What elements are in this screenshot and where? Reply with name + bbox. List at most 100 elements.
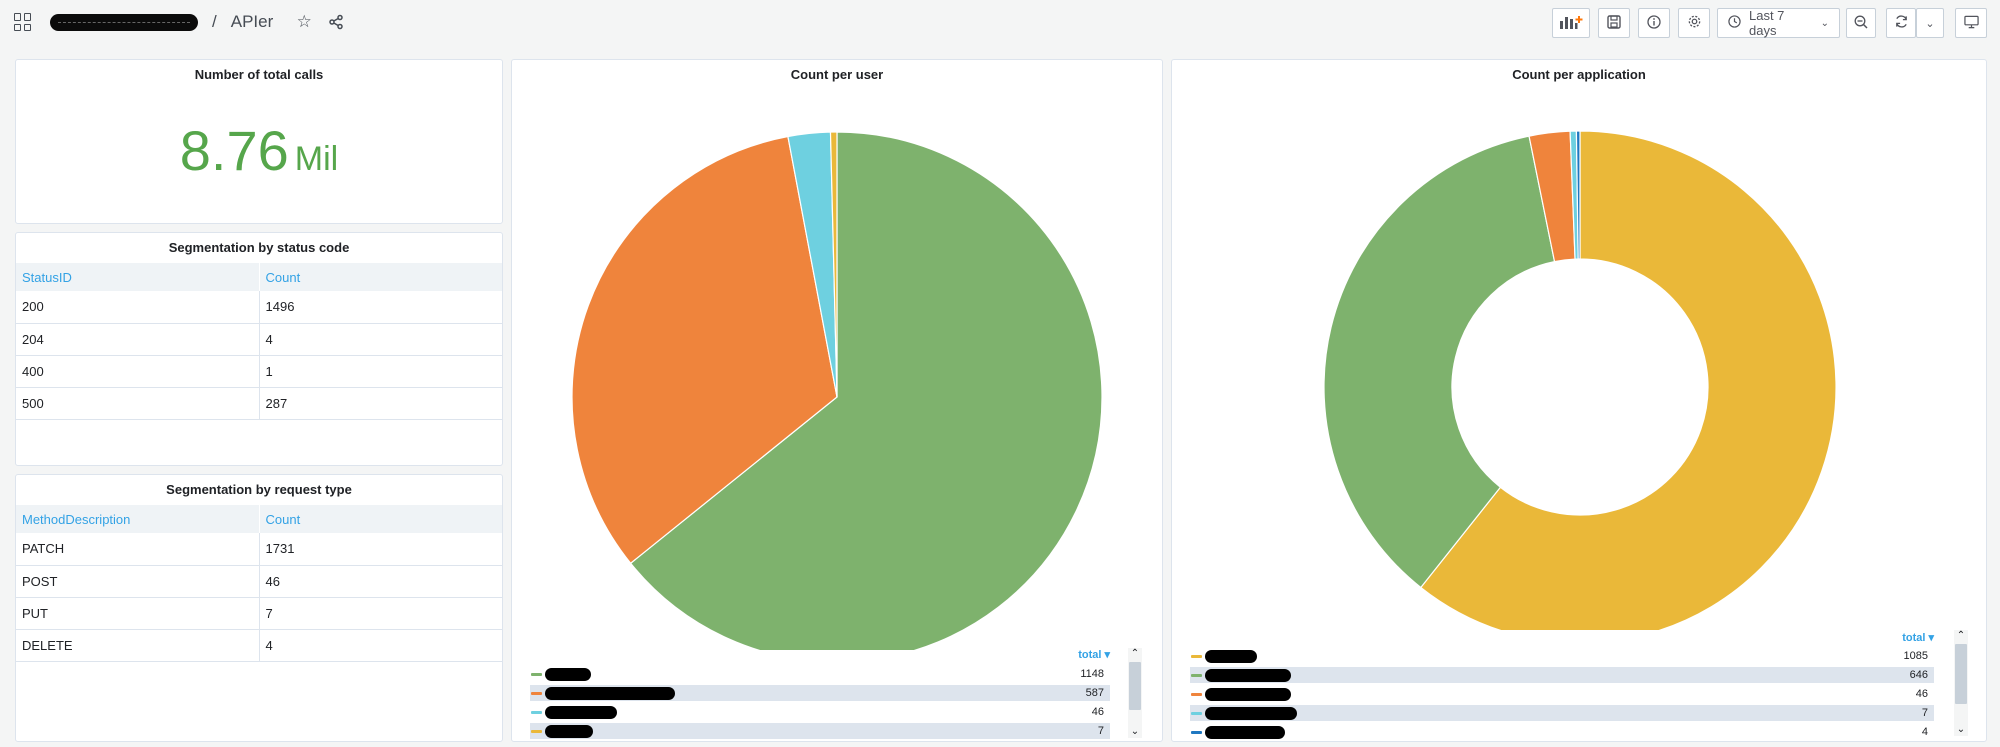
- scroll-down-icon[interactable]: ⌄: [1130, 726, 1140, 737]
- pie-slice[interactable]: [1575, 130, 1581, 260]
- panel-title[interactable]: Segmentation by request type: [166, 482, 352, 497]
- legend-swatch: [531, 729, 542, 733]
- legend-swatch: [1191, 673, 1202, 677]
- table-cell: 1496: [259, 291, 502, 324]
- dashboard-info-button[interactable]: [1638, 8, 1670, 38]
- stat-unit: Mil: [294, 140, 339, 178]
- legend-item[interactable]: 1085: [1190, 648, 1934, 664]
- legend-value: 7: [1921, 707, 1928, 719]
- pie-slice[interactable]: [1419, 130, 1837, 630]
- panel-title[interactable]: Count per application: [1512, 67, 1646, 82]
- star-icon[interactable]: ☆: [296, 12, 312, 31]
- legend-item[interactable]: 7: [530, 723, 1110, 739]
- table-row: 500 287: [16, 387, 502, 420]
- zoom-out-button[interactable]: [1846, 8, 1876, 38]
- table-row: 204 4: [16, 323, 502, 356]
- save-dashboard-button[interactable]: [1598, 8, 1630, 38]
- table-row: DELETE 4: [16, 629, 502, 662]
- table-cell: 200: [16, 291, 260, 324]
- legend-value: 587: [1085, 687, 1104, 699]
- column-header-methoddescription[interactable]: MethodDescription: [16, 505, 260, 533]
- table-cell: 4: [259, 323, 502, 356]
- legend: 1148 587 46 7: [530, 666, 1134, 740]
- legend-item[interactable]: 7: [1190, 705, 1934, 721]
- share-icon[interactable]: [325, 11, 347, 33]
- legend-item[interactable]: 4: [1190, 724, 1934, 740]
- legend-label-redacted: [1205, 668, 1291, 682]
- legend-value: 1085: [1903, 650, 1928, 662]
- legend-scrollbar[interactable]: ⌃ ⌄: [1128, 648, 1142, 738]
- panel-title[interactable]: Segmentation by status code: [168, 240, 350, 255]
- scroll-up-icon[interactable]: ⌃: [1130, 648, 1140, 659]
- legend-item[interactable]: 587: [530, 685, 1110, 701]
- column-header-count[interactable]: Count: [259, 263, 502, 291]
- table-cell: 1: [259, 355, 502, 388]
- add-panel-button[interactable]: [1552, 8, 1590, 38]
- legend-sort-header[interactable]: total ▾: [1078, 649, 1110, 661]
- legend-label-redacted: [1205, 706, 1297, 720]
- table-row: PATCH 1731: [16, 533, 502, 566]
- add-panel-icon: [1559, 14, 1583, 33]
- folder-name-redacted[interactable]: [50, 13, 198, 31]
- legend-swatch: [531, 672, 542, 676]
- column-header-count[interactable]: Count: [259, 505, 502, 533]
- panel-title[interactable]: Count per user: [790, 67, 884, 82]
- scroll-up-icon[interactable]: ⌃: [1956, 630, 1966, 641]
- table-cell: 7: [259, 597, 502, 630]
- chevron-down-icon: ⌄: [1925, 17, 1935, 30]
- table-cell: POST: [16, 565, 260, 598]
- legend-swatch: [531, 691, 542, 695]
- dashboard-settings-button[interactable]: [1678, 8, 1710, 38]
- table-cell: 1731: [259, 533, 502, 566]
- pie-slice[interactable]: [571, 135, 838, 565]
- dashboards-grid-icon[interactable]: [14, 13, 32, 31]
- table-cell: DELETE: [16, 629, 260, 662]
- legend-label-redacted: [1205, 725, 1285, 739]
- refresh-button[interactable]: [1886, 8, 1916, 38]
- refresh-interval-dropdown[interactable]: ⌄: [1916, 8, 1944, 38]
- table-cell: PUT: [16, 597, 260, 630]
- breadcrumb-separator: /: [212, 12, 217, 31]
- legend-swatch: [1191, 692, 1202, 696]
- column-header-statusid[interactable]: StatusID: [16, 263, 260, 291]
- zoom-out-icon: [1854, 15, 1868, 32]
- legend-label-redacted: [545, 724, 593, 738]
- pie-slice[interactable]: [1323, 135, 1556, 589]
- pie-slice[interactable]: [829, 131, 838, 398]
- legend-header-label: total: [1078, 649, 1102, 661]
- table-cell: 500: [16, 387, 260, 420]
- tv-mode-button[interactable]: [1955, 8, 1987, 38]
- table-cell: 400: [16, 355, 260, 388]
- time-range-picker[interactable]: Last 7 days ⌄: [1717, 8, 1840, 38]
- scroll-thumb[interactable]: [1129, 662, 1141, 710]
- legend-item[interactable]: 46: [1190, 686, 1934, 702]
- refresh-icon: [1894, 14, 1909, 32]
- table-row: 200 1496: [16, 291, 502, 324]
- table-row: 400 1: [16, 355, 502, 388]
- table-cell: 287: [259, 387, 502, 420]
- legend-swatch: [531, 710, 542, 714]
- time-range-label: Last 7 days: [1749, 8, 1785, 38]
- legend-value: 7: [1097, 725, 1104, 737]
- legend-swatch: [1191, 730, 1202, 734]
- status-code-panel: Segmentation by status code StatusID Cou…: [15, 232, 503, 466]
- legend-item[interactable]: 646: [1190, 667, 1934, 683]
- request-type-table: MethodDescription Count PATCH 1731 POST 46…: [16, 505, 502, 662]
- legend-label-redacted: [545, 705, 617, 719]
- legend-sort-header[interactable]: total ▾: [1902, 632, 1934, 644]
- table-cell: PATCH: [16, 533, 260, 566]
- panel-title[interactable]: Number of total calls: [194, 67, 324, 82]
- breadcrumb: / APIer ☆: [14, 11, 347, 33]
- legend-item[interactable]: 46: [530, 704, 1110, 720]
- legend-value: 646: [1909, 669, 1928, 681]
- legend-label-redacted: [545, 667, 591, 681]
- legend-item[interactable]: 1148: [530, 666, 1110, 682]
- legend-scrollbar[interactable]: ⌃ ⌄: [1954, 630, 1968, 736]
- total-calls-panel: Number of total calls 8.76 Mil: [15, 59, 503, 224]
- gear-icon: [1687, 14, 1702, 32]
- pie-slice[interactable]: [629, 131, 1103, 650]
- scroll-thumb[interactable]: [1955, 644, 1967, 704]
- scroll-down-icon[interactable]: ⌄: [1956, 724, 1966, 735]
- dashboard-title[interactable]: APIer: [230, 12, 274, 31]
- dashboard-navbar: / APIer ☆ Last 7 days ⌄: [0, 0, 2000, 46]
